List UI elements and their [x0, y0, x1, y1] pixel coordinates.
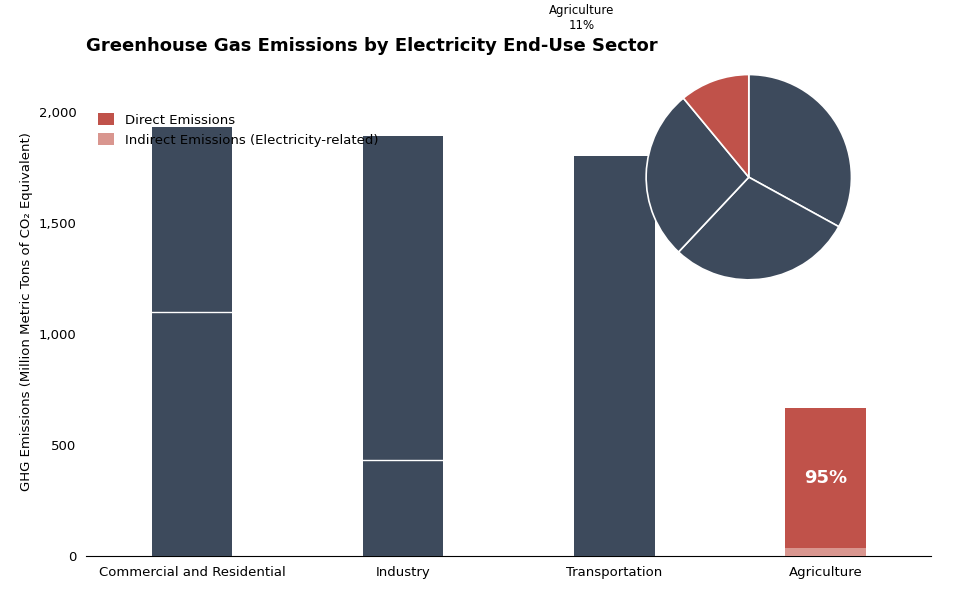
Bar [574, 156, 655, 556]
Bar [785, 548, 866, 556]
Wedge shape [646, 98, 749, 252]
Wedge shape [679, 177, 839, 280]
Legend: Direct Emissions, Indirect Emissions (Electricity-related): Direct Emissions, Indirect Emissions (El… [93, 108, 383, 152]
Bar [152, 127, 232, 556]
Text: Agriculture
11%: Agriculture 11% [549, 4, 614, 32]
Wedge shape [684, 75, 749, 177]
Text: Greenhouse Gas Emissions by Electricity End-Use Sector: Greenhouse Gas Emissions by Electricity … [86, 37, 658, 54]
Y-axis label: GHG Emissions (Million Metric Tons of CO₂ Equivalent): GHG Emissions (Million Metric Tons of CO… [20, 132, 34, 491]
Text: 95%: 95% [804, 469, 847, 487]
Bar [363, 136, 444, 556]
Bar [785, 408, 866, 548]
Wedge shape [749, 75, 852, 227]
